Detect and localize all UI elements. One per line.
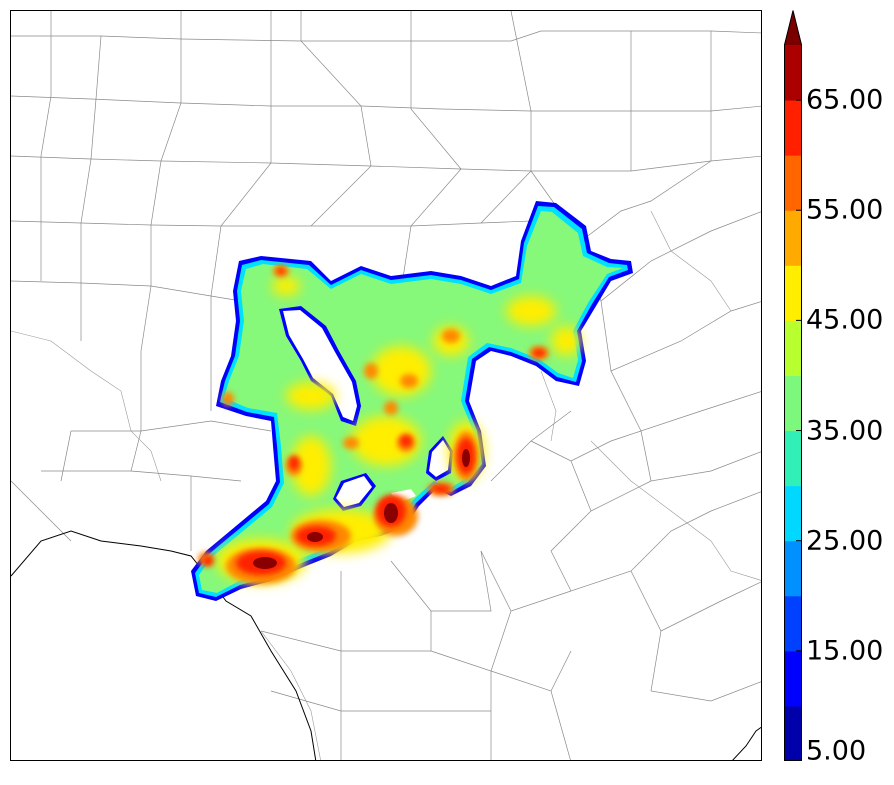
colorbar-tick-label: 35.00: [806, 415, 884, 447]
echo-orange: [384, 401, 398, 415]
map-canvas: [11, 11, 761, 760]
colorbar-band: [784, 375, 802, 432]
echo-orange: [222, 392, 234, 406]
echo-orange: [343, 437, 359, 449]
border-river: [11, 530, 761, 760]
echo-orange: [442, 329, 460, 343]
echo-yellow: [371, 346, 431, 396]
colorbar: [784, 10, 802, 761]
colorbar-tick-label: 5.00: [806, 735, 867, 767]
echo-darkred: [462, 449, 470, 467]
echo-yellow: [272, 276, 300, 296]
map-panel: [10, 10, 762, 761]
echo-gap: [283, 310, 357, 421]
colorbar-band: [784, 540, 802, 597]
colorbar-band: [784, 595, 802, 652]
colorbar-tick-label: 45.00: [806, 304, 884, 336]
colorbar-band: [784, 320, 802, 376]
echo-red: [289, 456, 299, 470]
echo-yellow: [291, 436, 331, 496]
reflectivity-field: [191, 201, 633, 601]
colorbar-band: [784, 100, 802, 156]
colorbar-band: [784, 155, 802, 211]
colorbar-band: [784, 485, 802, 542]
echo-yellow: [286, 382, 336, 410]
echo-darkred: [307, 532, 323, 542]
colorbar-tick-label: 65.00: [806, 84, 884, 116]
colorbar-band: [784, 265, 802, 321]
echo-red: [400, 435, 412, 447]
echo-darkred: [253, 557, 277, 569]
echo-green: [199, 211, 623, 593]
echo-yellow: [551, 326, 581, 356]
echo-darkred: [384, 503, 398, 523]
colorbar-band: [784, 45, 802, 101]
colorbar-tick-label: 15.00: [806, 635, 884, 667]
colorbar-extend-arrow: [784, 10, 802, 45]
echo-orange: [364, 363, 378, 379]
colorbar-band: [784, 705, 802, 761]
echo-red: [432, 485, 450, 493]
echo-orange: [400, 374, 418, 388]
echo-yellow: [506, 296, 556, 326]
colorbar-band: [784, 650, 802, 707]
echo-yellow: [351, 416, 421, 466]
county-boundaries: [11, 11, 761, 760]
echo-red: [277, 268, 285, 274]
echo-red: [533, 349, 545, 357]
rivers: [11, 210, 761, 760]
colorbar-band: [784, 430, 802, 487]
echo-gap: [336, 476, 372, 507]
echo-red: [203, 556, 213, 566]
echo-gap: [429, 440, 450, 477]
colorbar-band: [784, 210, 802, 266]
colorbar-tick-label: 25.00: [806, 525, 884, 557]
colorbar-tick-label: 55.00: [806, 194, 884, 226]
